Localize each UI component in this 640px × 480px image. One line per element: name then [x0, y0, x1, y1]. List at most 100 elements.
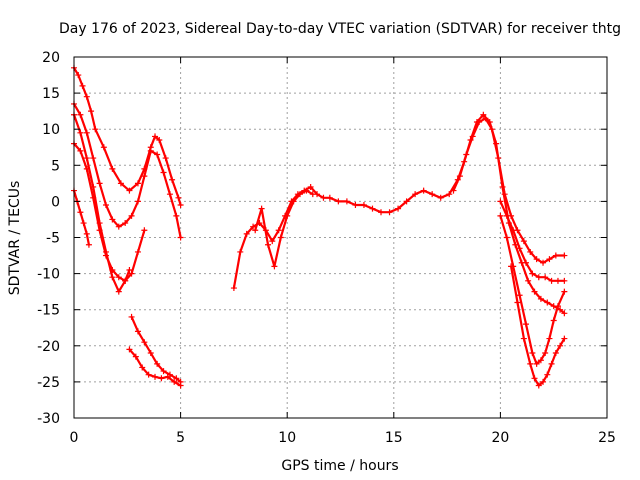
- data-point: [115, 288, 122, 295]
- data-point: [296, 191, 303, 198]
- data-point: [360, 202, 367, 209]
- data-point: [307, 183, 314, 190]
- data-point: [265, 241, 272, 248]
- x-tick-label: 25: [598, 430, 616, 446]
- data-point: [503, 234, 510, 241]
- data-point: [548, 277, 555, 284]
- data-point: [514, 299, 521, 306]
- data-point: [177, 202, 184, 209]
- data-point: [158, 375, 165, 382]
- data-point: [250, 223, 257, 230]
- data-point: [508, 263, 515, 270]
- data-point: [561, 252, 568, 259]
- data-point: [522, 259, 529, 266]
- data-point: [85, 241, 92, 248]
- data-point: [152, 133, 159, 140]
- y-tick-label: 5: [51, 158, 60, 174]
- data-point: [309, 191, 316, 198]
- data-point: [271, 263, 278, 270]
- data-point: [554, 277, 561, 284]
- data-point: [75, 72, 82, 79]
- data-point: [469, 133, 476, 140]
- series-track-f: [128, 313, 184, 385]
- data-point: [529, 270, 536, 277]
- x-tick-label: 15: [385, 430, 403, 446]
- data-point: [88, 108, 95, 115]
- data-point: [527, 248, 534, 255]
- data-point: [109, 216, 116, 223]
- data-point: [561, 335, 568, 342]
- y-tick-label: -30: [37, 411, 60, 427]
- data-point: [126, 187, 133, 194]
- data-point: [525, 277, 532, 284]
- data-point: [145, 371, 152, 378]
- data-point: [488, 126, 495, 133]
- series-track-j: [450, 115, 568, 266]
- series-track-g: [126, 346, 184, 389]
- data-point: [520, 238, 527, 245]
- data-point: [561, 288, 568, 295]
- data-point: [117, 180, 124, 187]
- data-point: [126, 266, 133, 273]
- data-point: [497, 212, 504, 219]
- y-tick-label: 10: [42, 122, 60, 138]
- data-point: [386, 209, 393, 216]
- data-point: [109, 274, 116, 281]
- series-trace: [130, 315, 182, 383]
- data-point: [446, 191, 453, 198]
- series-trace: [72, 142, 146, 282]
- data-point: [77, 111, 84, 118]
- data-point: [132, 353, 139, 360]
- data-point: [83, 129, 90, 136]
- data-point: [102, 202, 109, 209]
- data-point: [173, 375, 180, 382]
- y-tick-label: 20: [42, 50, 60, 66]
- y-tick-label: 0: [51, 194, 60, 210]
- data-point: [412, 191, 419, 198]
- data-point: [503, 212, 510, 219]
- data-point: [139, 364, 146, 371]
- data-point: [77, 209, 84, 216]
- data-point: [522, 321, 529, 328]
- data-point: [128, 313, 135, 320]
- data-point: [540, 259, 547, 266]
- data-point: [154, 151, 161, 158]
- x-tick-label: 5: [176, 430, 185, 446]
- series-trace: [232, 113, 566, 315]
- data-point: [533, 256, 540, 263]
- data-point: [134, 248, 141, 255]
- data-point: [378, 209, 385, 216]
- data-point: [275, 227, 282, 234]
- data-point: [542, 274, 549, 281]
- series-trace: [254, 189, 314, 268]
- chart-title: Day 176 of 2023, Sidereal Day-to-day VTE…: [59, 21, 621, 37]
- data-point: [83, 93, 90, 100]
- data-point: [96, 180, 103, 187]
- data-point: [516, 245, 523, 252]
- data-point: [147, 147, 154, 154]
- data-point: [122, 220, 129, 227]
- data-point: [109, 165, 116, 172]
- grid-layer: [73, 56, 608, 419]
- data-point: [540, 378, 547, 385]
- series-track-m: [508, 263, 568, 389]
- data-point: [237, 248, 244, 255]
- data-point: [90, 155, 97, 162]
- series-trace: [510, 265, 566, 387]
- y-tick-label: -10: [37, 267, 60, 283]
- data-point: [557, 306, 564, 313]
- data-point: [537, 357, 544, 364]
- data-point: [544, 299, 551, 306]
- data-point: [128, 212, 135, 219]
- data-point: [243, 230, 250, 237]
- data-point: [548, 360, 555, 367]
- data-point: [520, 335, 527, 342]
- data-point: [166, 191, 173, 198]
- data-point: [369, 205, 376, 212]
- data-point: [115, 274, 122, 281]
- data-point: [531, 375, 538, 382]
- data-point: [126, 346, 133, 353]
- data-point: [109, 266, 116, 273]
- data-point: [141, 339, 148, 346]
